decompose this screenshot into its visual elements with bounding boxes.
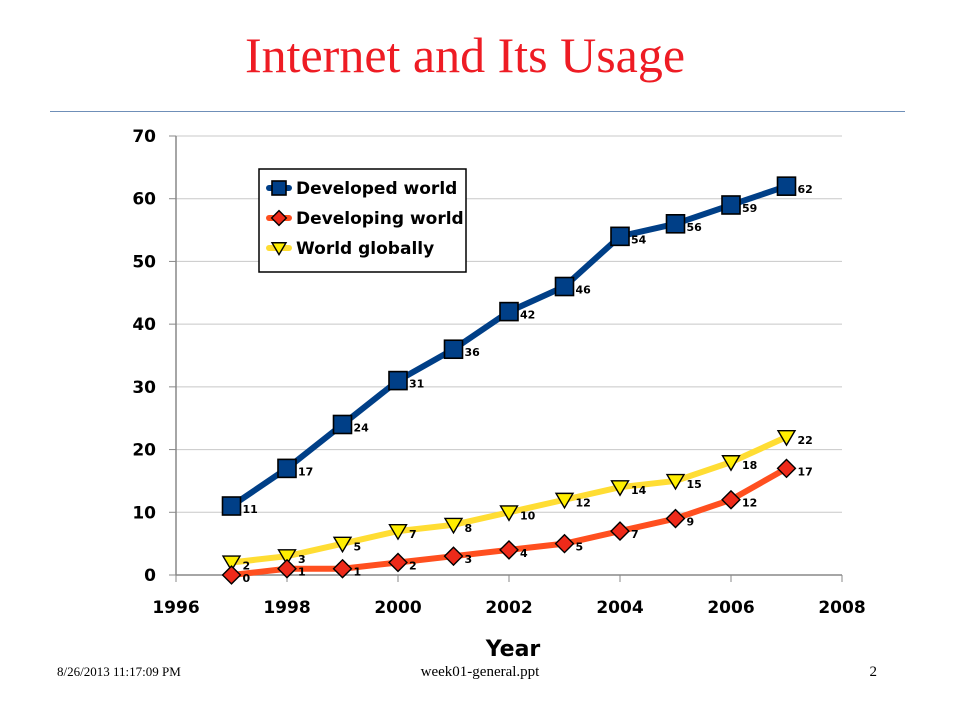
data-point <box>388 552 408 573</box>
slide-title: Internet and Its Usage <box>244 27 686 83</box>
data-point <box>776 458 797 479</box>
y-tick-label: 40 <box>132 315 156 335</box>
data-label: 10 <box>520 509 536 522</box>
legend-entry: World globally <box>296 239 434 259</box>
data-label: 22 <box>798 434 813 447</box>
data-point <box>277 558 297 579</box>
data-point <box>499 539 519 560</box>
x-tick-label: 2002 <box>485 598 532 618</box>
data-point <box>388 524 408 541</box>
data-point <box>221 565 242 585</box>
data-point <box>332 414 353 435</box>
data-point <box>554 492 575 510</box>
data-point <box>443 546 464 567</box>
data-label: 46 <box>576 284 592 297</box>
data-point <box>776 429 797 447</box>
data-point <box>610 226 630 247</box>
data-point <box>388 370 408 391</box>
title-divider <box>50 111 905 112</box>
data-point <box>665 214 686 234</box>
data-point <box>332 536 353 554</box>
data-point <box>721 455 741 472</box>
x-tick-label: 1998 <box>263 598 310 618</box>
x-tick-label: 1996 <box>152 598 199 618</box>
data-label: 8 <box>465 522 473 535</box>
data-point <box>665 508 686 529</box>
data-label: 24 <box>354 421 370 434</box>
data-label: 18 <box>742 459 757 472</box>
data-point <box>554 276 575 297</box>
page-number: 2 <box>869 664 878 680</box>
footer-filename: week01-general.ppt <box>420 664 540 680</box>
y-tick-label: 70 <box>132 127 156 147</box>
legend-entry: Developed world <box>296 179 457 199</box>
data-label: 9 <box>687 516 695 529</box>
data-point <box>721 489 741 510</box>
data-label: 62 <box>798 183 813 196</box>
data-label: 1 <box>354 566 362 579</box>
data-point <box>277 458 297 479</box>
chart-series <box>221 176 797 585</box>
data-label: 4 <box>520 547 528 560</box>
data-label: 36 <box>465 346 481 359</box>
data-label: 0 <box>243 572 251 585</box>
legend-entry: Developing world <box>296 209 464 229</box>
data-point <box>721 195 741 215</box>
y-tick-label: 10 <box>132 503 156 523</box>
legend-swatch-marker <box>270 242 288 257</box>
footer-date: 8/26/2013 11:17:09 PM <box>57 664 181 679</box>
data-label: 2 <box>409 559 417 572</box>
y-tick-label: 60 <box>132 190 156 210</box>
data-label: 5 <box>576 541 584 554</box>
data-point <box>443 339 464 360</box>
y-tick-label: 50 <box>132 252 156 272</box>
data-label: 54 <box>631 233 647 246</box>
data-point <box>443 517 464 535</box>
data-label: 17 <box>798 465 813 478</box>
data-label: 14 <box>631 484 647 497</box>
data-point <box>499 505 519 522</box>
data-point <box>554 533 575 554</box>
data-label: 1 <box>298 566 306 579</box>
data-label: 15 <box>687 478 702 491</box>
data-label: 59 <box>742 202 757 215</box>
data-label: 3 <box>465 553 473 566</box>
data-label: 12 <box>576 497 591 510</box>
legend-box <box>258 168 467 273</box>
data-label: 42 <box>520 309 535 322</box>
data-label: 5 <box>354 541 362 554</box>
data-point <box>277 549 297 566</box>
data-point <box>499 301 519 322</box>
data-label: 12 <box>742 497 757 510</box>
y-tick-label: 30 <box>132 378 156 398</box>
x-tick-label: 2000 <box>374 598 421 618</box>
legend-swatch-marker <box>271 180 287 196</box>
chart-legend: Developed world Developing world World glo… <box>258 168 467 273</box>
legend-swatch-marker <box>270 209 288 227</box>
x-tick-label: 2008 <box>818 598 865 618</box>
data-label: 2 <box>243 559 251 572</box>
data-label: 11 <box>243 503 258 516</box>
x-tick-label: 2004 <box>596 598 643 618</box>
data-point <box>221 496 242 516</box>
x-axis-title: Year <box>485 637 541 662</box>
y-tick-label: 0 <box>144 566 156 586</box>
data-label: 17 <box>298 465 313 478</box>
x-tick-label: 2006 <box>707 598 754 618</box>
data-label: 31 <box>409 378 424 391</box>
data-point <box>610 521 630 542</box>
data-point <box>332 558 353 579</box>
y-tick-label: 20 <box>132 441 156 461</box>
data-point <box>221 555 242 572</box>
data-label: 56 <box>687 221 703 234</box>
data-point <box>610 480 630 497</box>
data-label: 7 <box>631 528 639 541</box>
data-label: 7 <box>409 528 417 541</box>
data-point <box>665 473 686 491</box>
data-label: 3 <box>298 553 306 566</box>
data-point <box>776 176 797 196</box>
